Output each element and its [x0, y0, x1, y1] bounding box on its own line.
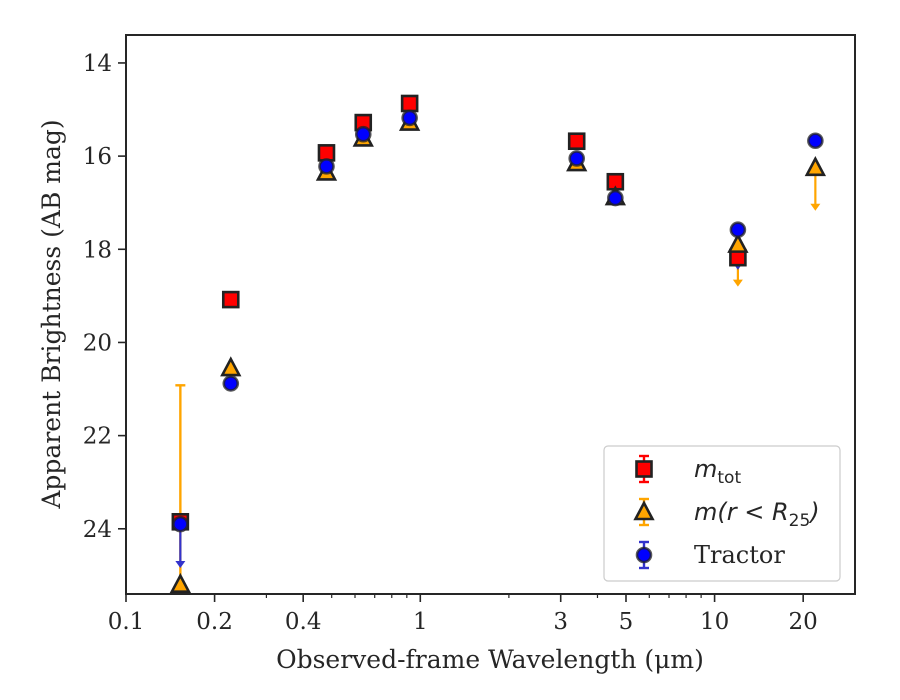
x-tick-label: 0.4 — [285, 609, 322, 635]
plot-frame — [125, 34, 856, 595]
x-axis-label: Observed-frame Wavelength (μm) — [276, 645, 704, 674]
legend-marker — [633, 500, 655, 521]
x-tick-label: 10 — [700, 609, 729, 635]
tractor-point — [318, 158, 335, 175]
legend-entry: Tractor — [694, 541, 785, 569]
tractor-point — [222, 375, 240, 392]
x-tick-label: 0.1 — [108, 609, 145, 635]
legend-box — [603, 445, 841, 582]
y-tick-label: 22 — [83, 424, 112, 450]
legend-marker — [635, 546, 653, 564]
tractor-limit-arrow-arrow — [175, 560, 186, 568]
x-tick-label: 5 — [619, 609, 634, 635]
y-tick-label: 24 — [83, 517, 112, 543]
y-tick-label: 14 — [83, 51, 112, 77]
tot-point — [567, 132, 586, 151]
tractor-point — [568, 150, 586, 167]
legend-suffix: ) — [808, 498, 819, 526]
y-tick-label: 20 — [83, 330, 112, 356]
r25-limit-arrow-arrow — [810, 203, 821, 211]
r25-limit-arrow-arrow — [732, 279, 743, 287]
tractor-point — [172, 515, 189, 533]
x-tick-label: 20 — [789, 609, 818, 635]
tractor-point — [807, 132, 824, 150]
data-marks — [169, 94, 827, 593]
tot-point — [221, 290, 240, 309]
tractor-point — [607, 189, 624, 207]
r25-point — [220, 356, 242, 377]
r25-point — [169, 572, 192, 593]
legend-subscript: tot — [717, 468, 741, 488]
y-axis-label: Apparent Brightness (AB mag) — [37, 119, 66, 509]
r25-point — [727, 232, 749, 253]
x-tick-label: 1 — [413, 609, 428, 635]
legend-marker — [635, 460, 653, 478]
y-tick-label: 18 — [83, 237, 112, 263]
x-tick-label: 3 — [553, 609, 568, 635]
r25-point — [804, 155, 827, 177]
tractor-point — [354, 125, 372, 143]
axes: 0.1 0.2 0.4 1 3 5 10 20 14 16 18 20 22 24 — [83, 51, 818, 635]
tot-point — [400, 94, 419, 113]
tractor-point — [401, 109, 418, 127]
legend-subscript: 25 — [789, 511, 811, 531]
x-tick-label: 0.2 — [196, 609, 233, 635]
y-tick-label: 16 — [83, 144, 112, 170]
tractor-point — [729, 221, 747, 239]
